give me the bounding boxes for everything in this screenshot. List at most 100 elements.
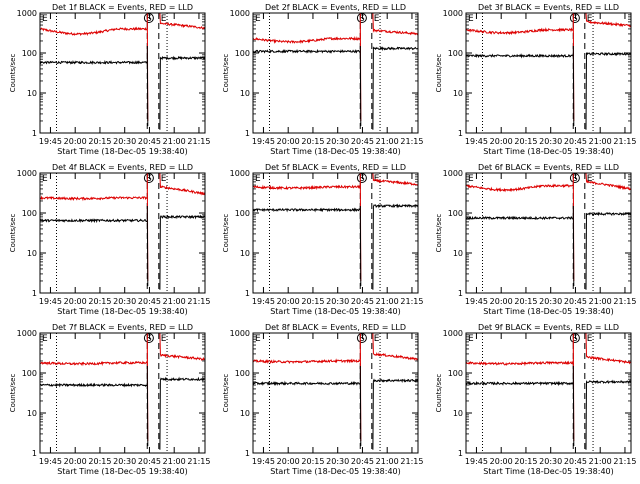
y-tick-label: 10 xyxy=(240,409,250,418)
series-events-segment-2 xyxy=(585,51,632,130)
series-lld-segment-2 xyxy=(159,172,206,196)
panel-det-3: Det 3f BLACK = Events, RED = LLD Counts/s… xyxy=(435,3,636,156)
x-tick-label: 19:45 xyxy=(465,457,488,466)
x-tick-label: 20:30 xyxy=(539,297,562,306)
series-events-segment-1 xyxy=(39,45,149,127)
y-axis-label: Counts/sec xyxy=(435,214,443,253)
x-axis-label: Start Time (18-Dec-05 19:38:40) xyxy=(57,307,188,316)
x-tick-label: 21:00 xyxy=(376,297,399,306)
annotation-e: E xyxy=(255,174,261,184)
y-axis-label: Counts/sec xyxy=(435,54,443,93)
x-tick-label: 20:30 xyxy=(326,137,349,146)
x-axis-label: Start Time (18-Dec-05 19:38:40) xyxy=(270,467,401,476)
y-tick-label: 1 xyxy=(32,289,37,298)
series-lld-segment-2 xyxy=(159,332,206,361)
x-tick-label: 20:45 xyxy=(138,457,161,466)
y-tick-label: 10 xyxy=(27,89,37,98)
plot-frame xyxy=(39,12,206,134)
y-tick-label: 1 xyxy=(245,289,250,298)
series-lld-segment-2 xyxy=(585,332,632,365)
x-tick-label: 20:30 xyxy=(539,137,562,146)
y-tick-label: 100 xyxy=(22,209,37,218)
x-axis-label: Start Time (18-Dec-05 19:38:40) xyxy=(270,147,401,156)
plot-frame xyxy=(252,172,419,294)
x-axis-label: Start Time (18-Dec-05 19:38:40) xyxy=(57,147,188,156)
x-tick-label: 20:30 xyxy=(113,137,136,146)
annotation-s: S xyxy=(359,334,365,344)
series-events-segment-2 xyxy=(159,214,206,290)
y-tick-label: 100 xyxy=(448,209,463,218)
y-tick-label: 100 xyxy=(448,49,463,58)
x-tick-label: 19:45 xyxy=(252,297,275,306)
panel-title: Det 7f BLACK = Events, RED = LLD xyxy=(52,323,193,332)
x-tick-label: 20:00 xyxy=(277,297,300,306)
x-tick-label: 20:30 xyxy=(539,457,562,466)
panel-title: Det 9f BLACK = Events, RED = LLD xyxy=(478,323,619,332)
y-tick-label: 100 xyxy=(235,369,250,378)
x-tick-label: 20:45 xyxy=(351,137,374,146)
x-tick-label: 21:00 xyxy=(163,457,186,466)
y-tick-label: 1000 xyxy=(230,169,250,178)
x-axis-label: Start Time (18-Dec-05 19:38:40) xyxy=(483,307,614,316)
x-tick-label: 21:15 xyxy=(187,137,210,146)
x-tick-label: 19:45 xyxy=(465,297,488,306)
annotation-e: E xyxy=(587,334,593,344)
x-tick-label: 20:45 xyxy=(351,297,374,306)
x-tick-label: 20:15 xyxy=(301,137,324,146)
plot-frame xyxy=(252,332,419,454)
annotation-s: S xyxy=(359,174,365,184)
y-tick-label: 1 xyxy=(458,129,463,138)
y-tick-label: 10 xyxy=(453,409,463,418)
x-tick-label: 20:45 xyxy=(138,297,161,306)
plot-frame xyxy=(465,332,632,454)
x-tick-label: 19:45 xyxy=(39,457,62,466)
series-events-segment-2 xyxy=(585,211,632,290)
y-tick-label: 100 xyxy=(235,209,250,218)
x-tick-label: 19:45 xyxy=(252,137,275,146)
annotation-s: S xyxy=(572,334,578,344)
y-tick-label: 1000 xyxy=(443,329,463,338)
series-events-segment-1 xyxy=(252,365,362,447)
x-tick-label: 20:00 xyxy=(64,137,87,146)
x-tick-label: 20:45 xyxy=(138,137,161,146)
panel-det-5: Det 5f BLACK = Events, RED = LLD Counts/s… xyxy=(222,163,423,316)
x-tick-label: 21:15 xyxy=(613,457,636,466)
x-tick-label: 21:15 xyxy=(613,137,636,146)
x-tick-label: 20:15 xyxy=(88,137,111,146)
x-tick-label: 20:00 xyxy=(490,137,513,146)
series-lld-segment-1 xyxy=(252,12,362,122)
x-tick-label: 20:45 xyxy=(351,457,374,466)
series-lld-segment-2 xyxy=(585,12,632,28)
panel-det-1: Det 1f BLACK = Events, RED = LLD Counts/s… xyxy=(9,3,210,156)
series-events-segment-2 xyxy=(372,203,419,290)
panel-title: Det 6f BLACK = Events, RED = LLD xyxy=(478,163,619,172)
x-tick-label: 19:45 xyxy=(39,297,62,306)
panel-title: Det 5f BLACK = Events, RED = LLD xyxy=(265,163,406,172)
series-lld-segment-2 xyxy=(372,332,419,361)
annotation-e: E xyxy=(468,174,474,184)
y-axis-label: Counts/sec xyxy=(9,214,17,253)
x-tick-label: 20:30 xyxy=(113,457,136,466)
y-tick-label: 1 xyxy=(245,129,250,138)
y-tick-label: 100 xyxy=(22,49,37,58)
y-tick-label: 1 xyxy=(458,289,463,298)
series-lld-segment-1 xyxy=(252,172,362,282)
annotation-s: S xyxy=(359,14,365,24)
x-tick-label: 20:30 xyxy=(113,297,136,306)
x-tick-label: 21:00 xyxy=(589,457,612,466)
x-tick-label: 19:45 xyxy=(252,457,275,466)
series-events-segment-2 xyxy=(159,55,206,130)
y-tick-label: 10 xyxy=(240,89,250,98)
x-tick-label: 21:00 xyxy=(163,137,186,146)
y-axis-label: Counts/sec xyxy=(222,54,230,93)
x-tick-label: 20:45 xyxy=(564,137,587,146)
y-tick-label: 10 xyxy=(27,249,37,258)
panel-det-2: Det 2f BLACK = Events, RED = LLD Counts/s… xyxy=(222,3,423,156)
annotation-e: E xyxy=(374,334,380,344)
x-axis-label: Start Time (18-Dec-05 19:38:40) xyxy=(483,467,614,476)
x-tick-label: 20:15 xyxy=(514,137,537,146)
y-tick-label: 1 xyxy=(32,129,37,138)
plot-frame xyxy=(39,332,206,454)
x-tick-label: 21:00 xyxy=(163,297,186,306)
